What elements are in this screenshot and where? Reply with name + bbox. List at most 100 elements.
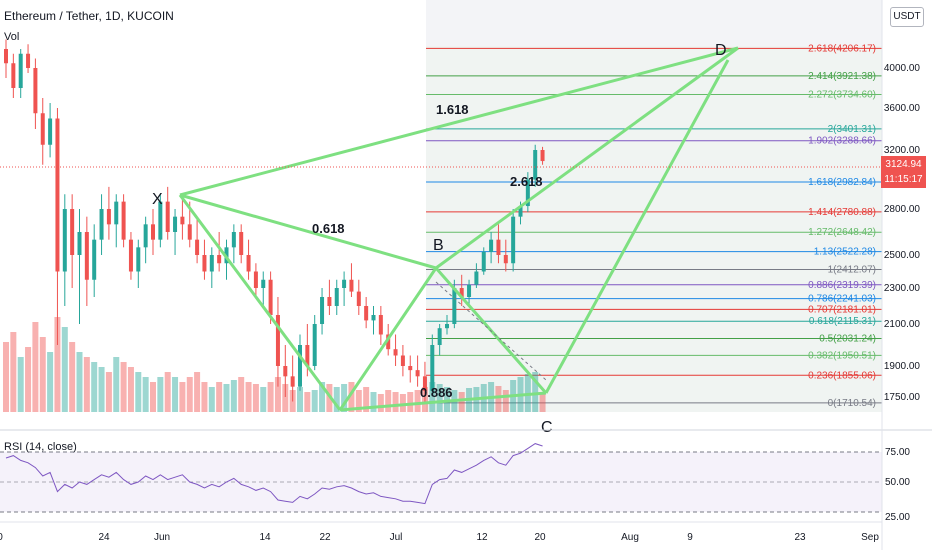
- volume-bar: [238, 377, 245, 412]
- volume-bar: [201, 382, 208, 412]
- candle-body: [84, 232, 89, 280]
- candle-body: [540, 150, 545, 162]
- volume-bar: [377, 394, 384, 412]
- candle-body: [415, 370, 420, 377]
- volume-bar: [98, 367, 105, 412]
- candle-body: [173, 216, 178, 232]
- volume-bar: [429, 382, 436, 412]
- fib-level-label: 0.886(2319.39): [808, 280, 876, 291]
- time-tick-label: 14: [259, 532, 271, 543]
- volume-bar: [341, 384, 348, 412]
- volume-bar: [502, 390, 509, 412]
- volume-bar: [267, 382, 274, 412]
- candle-body: [533, 150, 538, 180]
- candle-body: [378, 315, 383, 335]
- volume-bar: [333, 387, 340, 412]
- candle-body: [334, 288, 339, 306]
- candle-body: [312, 324, 317, 366]
- candle-body: [187, 224, 192, 240]
- volume-bar: [436, 384, 443, 412]
- time-tick-label: 12: [476, 532, 488, 543]
- candle-body: [496, 239, 501, 255]
- candle-body: [128, 239, 133, 272]
- fib-level-label: 0.786(2241.03): [808, 294, 876, 305]
- rsi-label: RSI (14, close): [4, 441, 77, 453]
- pattern-trend-guide: [435, 281, 547, 381]
- candle-body: [298, 345, 302, 387]
- fib-level-label: 1.272(2648.42): [808, 227, 876, 238]
- volume-bar: [172, 377, 179, 412]
- last-price-tag: 3124.94 11:15:17: [881, 156, 926, 188]
- candle-body: [474, 271, 479, 285]
- time-axis[interactable]: 0 24 Jun 14 22 Jul 12 20 Aug 9 23 Sep: [0, 532, 879, 543]
- candle-body: [165, 201, 170, 232]
- fib-level-label: 1.414(2780.88): [808, 207, 876, 218]
- candle-body: [371, 315, 376, 321]
- volume-bar: [223, 384, 230, 412]
- candle-body: [55, 118, 60, 272]
- price-tick-label: 2100.00: [884, 319, 921, 330]
- fib-retracement[interactable]: 2.618(4206.17) 2.414(3921.38) 2.272(3734.6…: [426, 43, 882, 409]
- currency-unit-button[interactable]: USDT: [890, 7, 924, 27]
- candle-body: [202, 255, 207, 272]
- harmonic-pattern[interactable]: X B C D 0.618 0.886 1.618 2.618: [152, 42, 739, 436]
- candle-body: [48, 118, 53, 145]
- fib-level-label: 0.5(2031.24): [819, 333, 876, 344]
- volume-bar: [444, 387, 450, 412]
- volume-bar: [407, 392, 414, 412]
- candle-body: [151, 224, 155, 240]
- candle-body: [195, 239, 200, 255]
- fib-level-label: 2(3401.31): [828, 124, 876, 135]
- volume-bar: [127, 367, 134, 412]
- candle-body: [503, 255, 508, 264]
- pattern-leg: [435, 46, 739, 270]
- chart-title: Ethereum / Tether, 1D, KUCOIN: [4, 9, 174, 23]
- volume-bar: [458, 392, 465, 412]
- volume-bar: [194, 372, 201, 412]
- volume-bar: [113, 357, 120, 412]
- volume-bar: [164, 372, 171, 412]
- candle-body: [209, 255, 214, 272]
- volume-bar: [186, 377, 193, 412]
- volume-bar: [54, 317, 61, 412]
- candle-body: [364, 306, 369, 321]
- volume-bar: [120, 362, 127, 412]
- candle-body: [437, 328, 442, 345]
- candle-body: [121, 201, 126, 240]
- rsi-tick-label: 25.00: [885, 512, 910, 523]
- volume-bar: [274, 377, 281, 412]
- volume-bar: [245, 382, 252, 412]
- fib-level-label: 2.618(4206.17): [808, 43, 876, 54]
- time-tick-label: Jul: [390, 532, 403, 543]
- price-axis[interactable]: 44000.003600.003200.002800.002500.002300…: [884, 15, 921, 403]
- volume-bar: [319, 382, 326, 412]
- volume-bar: [252, 384, 259, 412]
- candle-body: [467, 284, 472, 297]
- volume-bar: [157, 377, 164, 412]
- candle-body: [180, 216, 185, 225]
- candle-body: [231, 232, 236, 248]
- candle-body: [342, 279, 347, 288]
- candle-body: [511, 216, 516, 264]
- point-d-label: D: [715, 42, 727, 59]
- rsi-tick-label: 50.00: [885, 477, 910, 488]
- volume-bar: [532, 372, 539, 412]
- candle-body: [253, 271, 258, 288]
- candle-body: [275, 315, 280, 366]
- candle-body: [11, 63, 16, 88]
- volume-bar: [69, 342, 76, 412]
- candle-body: [70, 209, 75, 255]
- candle-body: [290, 376, 295, 387]
- candle-body: [422, 376, 427, 391]
- volume-bar: [304, 392, 311, 412]
- candle-body: [452, 288, 457, 324]
- rsi-axis[interactable]: 75.00 50.00 25.00: [885, 447, 910, 523]
- candle-body: [106, 209, 111, 225]
- price-tick-label: 3600.00: [884, 103, 921, 114]
- pattern-leg: [178, 194, 342, 411]
- price-tick-label: 2300.00: [884, 283, 921, 294]
- volume-bar: [142, 377, 149, 412]
- candle-body: [445, 324, 449, 329]
- volume-bar: [39, 337, 46, 412]
